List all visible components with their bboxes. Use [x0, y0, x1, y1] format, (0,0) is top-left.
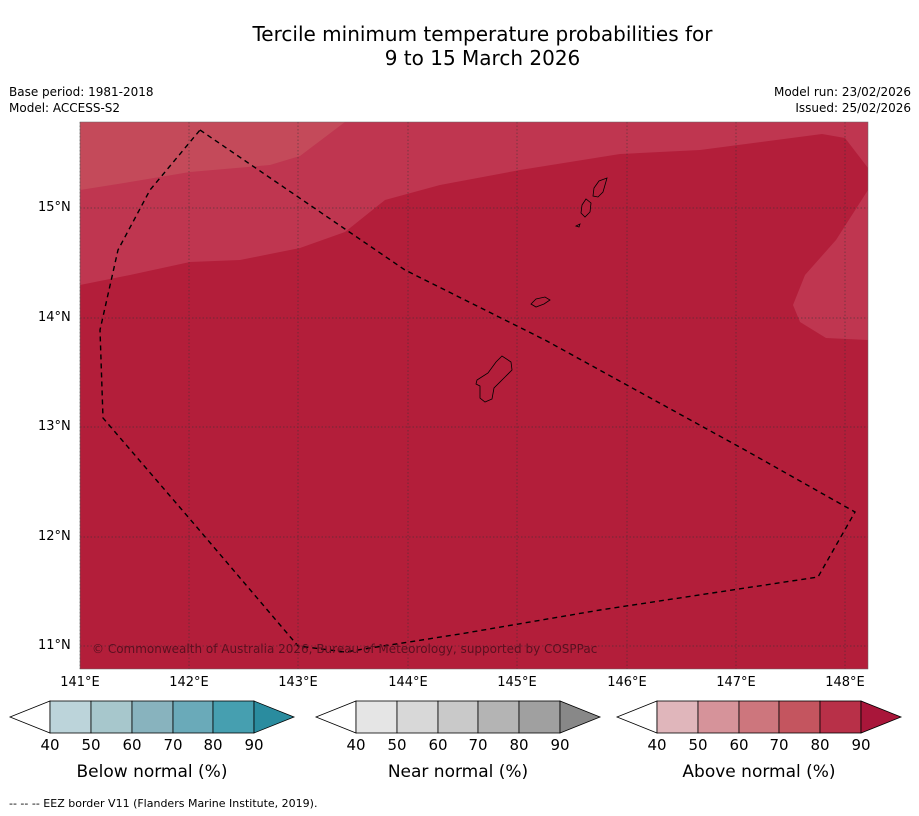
near-tick-40: 40	[346, 736, 366, 754]
field-above-80-east	[793, 190, 868, 340]
lon-label-141e: 141°E	[60, 675, 100, 690]
colorbar-below-bin-40	[49, 700, 92, 734]
colorbar-below-upper-extend	[253, 700, 296, 734]
lat-label-14n: 14°N	[38, 310, 71, 325]
below-tick-70: 70	[163, 736, 183, 754]
near-normal-label: Near normal (%)	[387, 762, 529, 782]
near-tick-70: 70	[468, 736, 488, 754]
near-tick-60: 60	[428, 736, 448, 754]
above-tick-80: 80	[810, 736, 830, 754]
above-normal-label: Above normal (%)	[682, 762, 836, 782]
lon-label-143e: 143°E	[278, 675, 318, 690]
islands	[475, 177, 608, 403]
island-tinian	[580, 198, 592, 218]
colorbar-below-lower-extend	[8, 700, 51, 734]
above-tick-90: 90	[851, 736, 871, 754]
colorbar-below-bin-60	[131, 700, 174, 734]
colorbar-near-bin-70	[477, 700, 520, 734]
near-tick-90: 90	[550, 736, 570, 754]
gridlines	[79, 122, 868, 669]
lon-label-144e: 144°E	[388, 675, 428, 690]
below-tick-90: 90	[244, 736, 264, 754]
colorbar-near-normal	[314, 700, 602, 734]
lon-label-146e: 146°E	[607, 675, 647, 690]
field-above-80-corner	[80, 122, 345, 190]
colorbar-above-bin-50	[697, 700, 740, 734]
colorbar-near-bin-40	[355, 700, 398, 734]
colorbar-above-bin-80	[819, 700, 862, 734]
near-tick-80: 80	[509, 736, 529, 754]
meta-right: Model run: 23/02/2026 Issued: 25/02/2026	[774, 84, 911, 116]
lat-label-13n: 13°N	[38, 419, 71, 434]
colorbar-above-bin-40	[656, 700, 699, 734]
colorbar-below-bin-50	[90, 700, 133, 734]
colorbar-near-bin-80	[518, 700, 561, 734]
lat-label-11n: 11°N	[38, 638, 71, 653]
colorbar-above-lower-extend	[615, 700, 658, 734]
island-aguijan	[574, 223, 581, 228]
title-line-1: Tercile minimum temperature probabilitie…	[252, 22, 713, 46]
colorbar-above-bin-70	[778, 700, 821, 734]
colorbar-near-bin-60	[437, 700, 479, 734]
island-saipan	[592, 177, 608, 198]
above-tick-70: 70	[769, 736, 789, 754]
above-tick-50: 50	[688, 736, 708, 754]
lon-label-142e: 142°E	[169, 675, 209, 690]
below-tick-80: 80	[203, 736, 223, 754]
island-rota	[530, 296, 551, 308]
below-normal-label: Below normal (%)	[76, 762, 228, 782]
near-tick-50: 50	[387, 736, 407, 754]
lon-label-147e: 147°E	[716, 675, 756, 690]
model-name: Model: ACCESS-S2	[9, 101, 121, 115]
meta-left: Base period: 1981-2018 Model: ACCESS-S2	[9, 84, 154, 116]
above-tick-60: 60	[729, 736, 749, 754]
colorbar-near-lower-extend	[314, 700, 357, 734]
lat-label-12n: 12°N	[38, 529, 71, 544]
map-frame	[79, 121, 869, 670]
colorbar-above-bin-60	[738, 700, 780, 734]
below-tick-40: 40	[40, 736, 60, 754]
lat-label-15n: 15°N	[38, 200, 71, 215]
lon-label-145e: 145°E	[497, 675, 537, 690]
island-guam	[475, 355, 513, 403]
colorbar-near-bin-50	[396, 700, 439, 734]
eez-border	[99, 129, 856, 653]
base-period: Base period: 1981-2018	[9, 85, 154, 99]
colorbar-above-normal	[615, 700, 903, 734]
colorbar-below-bin-80	[212, 700, 255, 734]
colorbar-below-bin-70	[172, 700, 214, 734]
title-line-2: 9 to 15 March 2026	[384, 46, 581, 70]
below-tick-60: 60	[122, 736, 142, 754]
colorbar-above-upper-extend	[860, 700, 903, 734]
chart-title: Tercile minimum temperature probabilitie…	[0, 22, 919, 70]
above-tick-40: 40	[647, 736, 667, 754]
issued-date: Issued: 25/02/2026	[795, 101, 911, 115]
lon-label-148e: 148°E	[825, 675, 865, 690]
colorbar-near-upper-extend	[559, 700, 602, 734]
model-run: Model run: 23/02/2026	[773, 85, 911, 99]
copyright-text: © Commonwealth of Australia 2026, Bureau…	[92, 642, 597, 656]
eez-footnote: -- -- -- EEZ border V11 (Flanders Marine…	[9, 797, 318, 810]
below-tick-50: 50	[81, 736, 101, 754]
colorbar-below-normal	[8, 700, 296, 734]
